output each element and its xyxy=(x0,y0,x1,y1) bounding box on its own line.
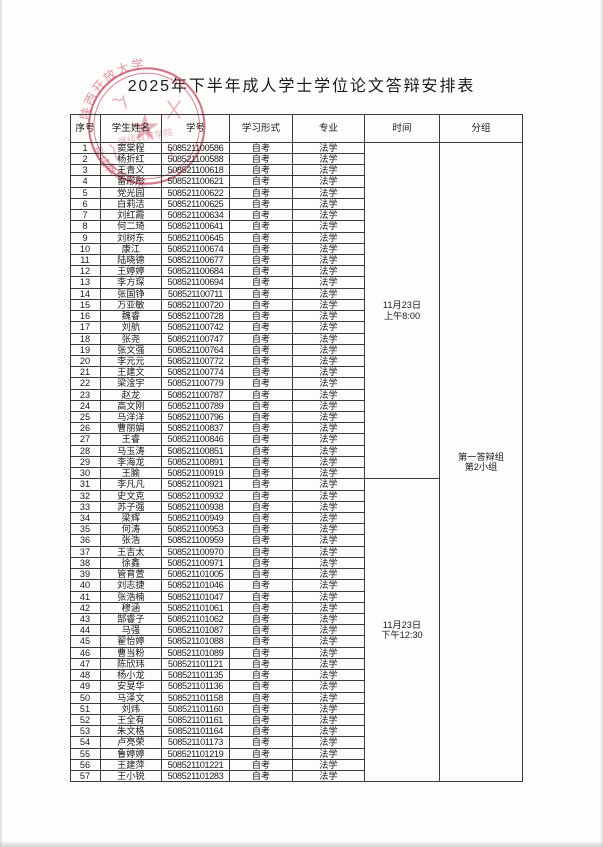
svg-text:陕西开放大学: 陕西开放大学 xyxy=(77,56,146,121)
